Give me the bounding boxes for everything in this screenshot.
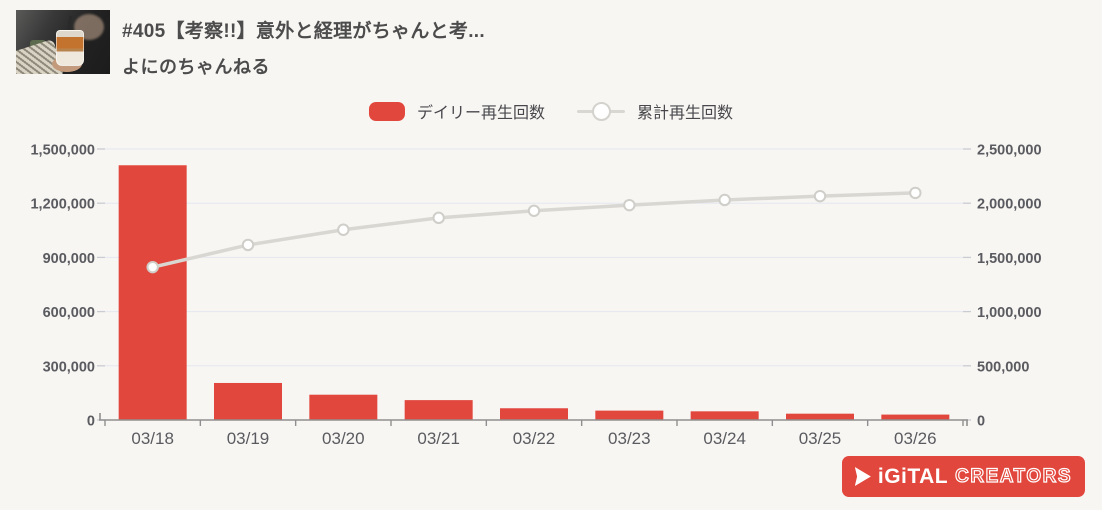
logo-text-digital: iGiTAL [877, 464, 949, 488]
line-point-03/25[interactable] [813, 189, 827, 203]
legend-label-daily: デイリー再生回数 [416, 105, 545, 122]
bar-03/21[interactable] [404, 400, 473, 420]
x-axis-label-03/26: 03/26 [894, 429, 937, 448]
chart-area: 1,500,000 2,500,000 1,200,000 2,000,000 900,… [30, 143, 1042, 449]
video-title[interactable]: #405【考察!!】意外と経理がちゃんと考... [122, 21, 485, 42]
line-point-03/18[interactable] [146, 260, 159, 274]
right-axis-label: 2,500,000 [977, 143, 1042, 159]
bar-series-swatch [368, 101, 405, 121]
legend-label-cumulative: 累計再生回数 [637, 105, 734, 122]
bar-03/25[interactable] [786, 413, 854, 420]
x-axis-label-03/21: 03/21 [417, 429, 460, 448]
line-point-03/19[interactable] [241, 238, 255, 252]
channel-name: よにのちゃんねる [122, 57, 270, 77]
play-icon [854, 467, 871, 486]
line-point-03/20[interactable] [337, 223, 350, 236]
right-axis-label: 0 [977, 414, 985, 430]
logo-text-creators: CREATORS [955, 465, 1072, 487]
left-axis-label: 600,000 [43, 305, 95, 321]
x-axis-label-03/25: 03/25 [799, 429, 842, 448]
right-axis-label: 1,500,000 [977, 251, 1042, 267]
bar-03/24[interactable] [690, 411, 759, 420]
chart-legend: デイリー再生回数 累計再生回数 [368, 99, 733, 123]
bar-03/22[interactable] [500, 408, 568, 420]
line-series-marker-icon [577, 101, 625, 121]
x-axis-label-03/24: 03/24 [703, 429, 746, 448]
video-thumbnail[interactable] [16, 10, 110, 74]
left-axis-label: 0 [87, 414, 95, 430]
line-point-03/23[interactable] [623, 198, 636, 212]
cumulative-line [150, 191, 918, 269]
digital-creators-logo: iGiTAL CREATORS [841, 456, 1085, 497]
left-axis-label: 300,000 [43, 359, 95, 375]
line-point-03/21[interactable] [432, 211, 445, 225]
x-axis-label-03/22: 03/22 [513, 429, 556, 448]
left-axis-label: 900,000 [43, 251, 95, 267]
right-axis-label: 500,000 [977, 359, 1029, 375]
x-axis-label-03/19: 03/19 [227, 429, 270, 448]
x-axis-label-03/23: 03/23 [608, 429, 651, 448]
thumbnail-iced-coffee-graphic [56, 30, 84, 66]
x-axis-label-03/18: 03/18 [131, 429, 174, 448]
left-axis-label: 1,200,000 [30, 197, 95, 213]
bar-03/23[interactable] [595, 410, 664, 420]
bar-03/20[interactable] [309, 394, 378, 420]
x-axis-label-03/20: 03/20 [322, 429, 365, 448]
line-point-03/26[interactable] [909, 186, 922, 200]
legend-item-daily-views[interactable]: デイリー再生回数 [368, 99, 545, 123]
bar-03/26[interactable] [881, 414, 950, 420]
legend-item-cumulative-views[interactable]: 累計再生回数 [577, 99, 733, 123]
bar-03/19[interactable] [214, 382, 282, 420]
right-axis-label: 2,000,000 [977, 197, 1042, 213]
right-axis-label: 1,000,000 [977, 305, 1042, 321]
bar-03/18[interactable] [118, 165, 187, 420]
line-point-03/22[interactable] [527, 204, 541, 217]
line-point-03/24[interactable] [718, 193, 731, 207]
left-axis-label: 1,500,000 [30, 143, 95, 159]
